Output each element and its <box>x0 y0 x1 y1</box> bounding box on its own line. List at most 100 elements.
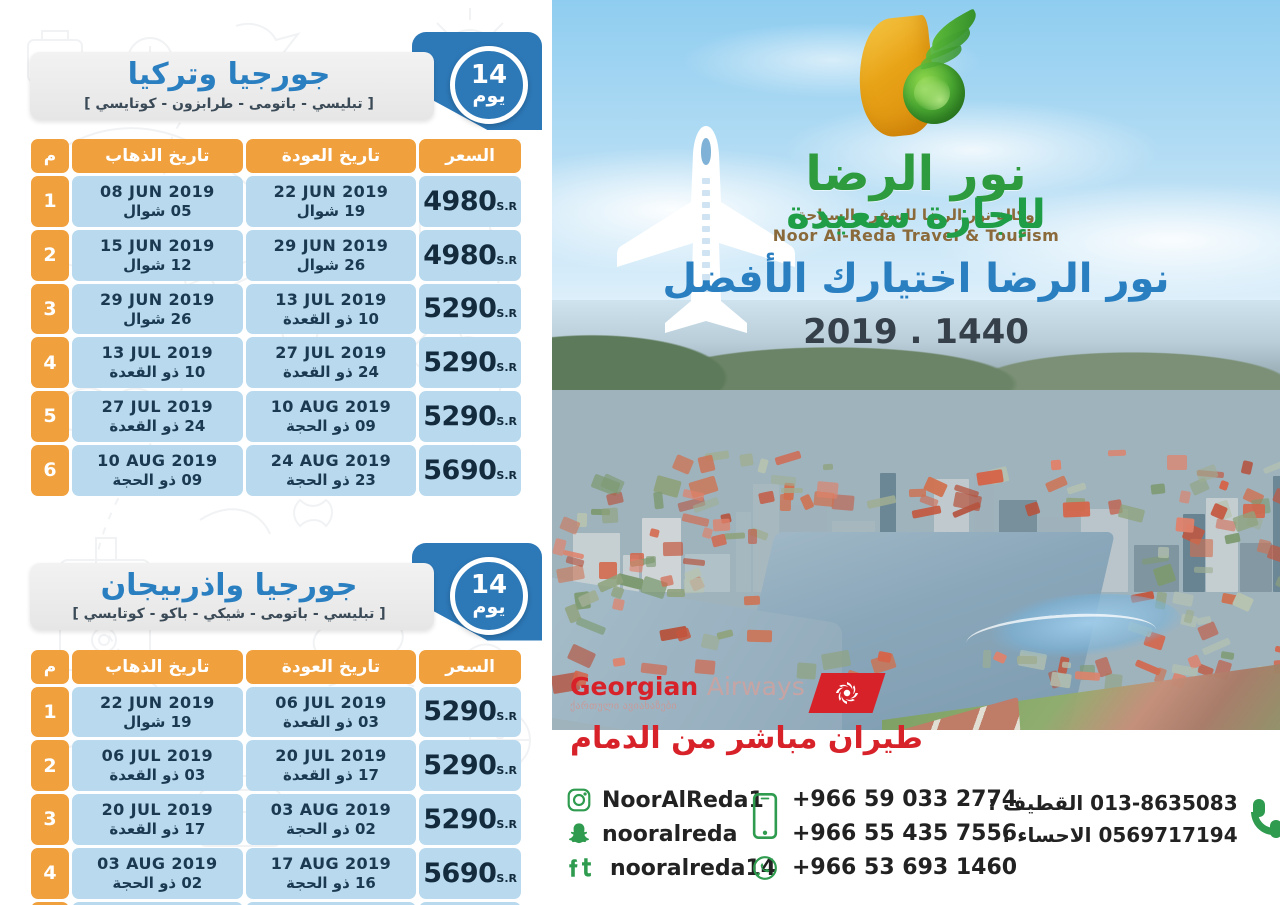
price-value: 4980 <box>423 240 496 271</box>
globe-icon <box>903 62 965 124</box>
price-value: 5290 <box>423 347 496 378</box>
package-header: 14 يوم جورجيا واذربيجان [ تبليسي - باتوم… <box>0 539 552 647</box>
price-currency: S.R <box>496 415 517 428</box>
social-row[interactable]: nooralreda <box>566 817 776 851</box>
gregorian-date: 24 AUG 2019 <box>250 451 413 471</box>
whatsapp-number: +966 53 693 1460 <box>792 851 1017 885</box>
cell-price: 5290S.R <box>419 687 521 738</box>
column-header-return: تاريخ العودة <box>246 139 417 173</box>
cell-price: 4980S.R <box>419 230 521 281</box>
landline-city: القطيف : <box>988 791 1083 815</box>
social-row[interactable]: NoorAlReda1 <box>566 783 776 817</box>
cell-return-date: 06 JUL 2019 03 ذو القعدة <box>246 687 417 738</box>
cell-return-date: 03 AUG 2019 02 ذو الحجة <box>246 794 417 845</box>
phone-icons-column <box>748 783 782 881</box>
column-header-return: تاريخ العودة <box>246 650 417 684</box>
gregorian-date: 13 JUL 2019 <box>250 290 413 310</box>
borjgali-spiral-icon <box>834 680 860 706</box>
cell-row-number: 1 <box>31 687 69 738</box>
cell-return-date: 22 JUN 2019 19 شوال <box>246 176 417 227</box>
gregorian-date: 29 JUN 2019 <box>250 236 413 256</box>
cell-return-date: 10 AUG 2019 09 ذو الحجة <box>246 391 417 442</box>
gregorian-date: 27 JUL 2019 <box>250 343 413 363</box>
price-value: 5290 <box>423 401 496 432</box>
gregorian-date: 27 JUL 2019 <box>76 397 239 417</box>
hijri-date: 03 ذو القعدة <box>250 713 413 732</box>
headline-best-choice: نور الرضا اختيارك الأفضل <box>552 256 1280 302</box>
schedule-table: السعر تاريخ العودة تاريخ الذهاب م 4980S.… <box>28 136 524 499</box>
hijri-date: 10 ذو القعدة <box>76 363 239 382</box>
gregorian-date: 03 AUG 2019 <box>76 854 239 874</box>
packages-panel: 14 يوم جورجيا وتركيا [ تبليسي - باتومى -… <box>0 0 552 905</box>
social-row[interactable]: nooralreda14 <box>566 851 776 885</box>
price-value: 5290 <box>423 750 496 781</box>
landline-rows: 013-8635083 القطيف : 0569717194 الاحساء … <box>988 787 1238 851</box>
table-header-row: السعر تاريخ العودة تاريخ الذهاب م <box>31 139 521 173</box>
column-header-price: السعر <box>419 650 521 684</box>
duration-badge: 14 يوم <box>450 46 528 124</box>
airline-name-light: Airways <box>707 672 805 701</box>
facebook-twitter-icon[interactable] <box>566 855 600 881</box>
landline-city: الاحساء : <box>1002 823 1091 847</box>
cell-price: 4980S.R <box>419 176 521 227</box>
cell-row-number: 5 <box>31 902 69 905</box>
cell-departure-date: 08 JUN 2019 05 شوال <box>72 176 243 227</box>
mobile-number: +966 59 033 2774 <box>792 783 1017 817</box>
landline-number: 013-8635083 <box>1090 787 1237 819</box>
price-currency: S.R <box>496 254 517 267</box>
price-currency: S.R <box>496 764 517 777</box>
cell-departure-date: 22 JUN 2019 19 شوال <box>72 687 243 738</box>
hijri-date: 03 ذو القعدة <box>76 766 239 785</box>
table-row: 4980S.R 22 JUN 2019 19 شوال 08 JUN 2019 05 ش… <box>31 176 521 227</box>
gregorian-date: 03 AUG 2019 <box>250 800 413 820</box>
headline-happy-holiday: لإجازة سعيدة <box>552 192 1280 238</box>
package-card-georgia-azerbaijan: 14 يوم جورجيا واذربيجان [ تبليسي - باتوم… <box>0 539 552 905</box>
price-value: 5290 <box>423 804 496 835</box>
cell-row-number: 5 <box>31 391 69 442</box>
contact-section: Georgian Airways ქართული ავიახაზები طيرا… <box>552 655 1280 905</box>
gregorian-date: 22 JUN 2019 <box>76 693 239 713</box>
hijri-date: 02 ذو الحجة <box>76 874 239 893</box>
cell-departure-date: 20 JUL 2019 17 ذو القعدة <box>72 794 243 845</box>
hijri-date: 17 ذو القعدة <box>250 766 413 785</box>
snapchat-handle: nooralreda <box>602 822 738 847</box>
gregorian-date: 10 AUG 2019 <box>76 451 239 471</box>
cell-row-number: 3 <box>31 284 69 335</box>
column-header-departure: تاريخ الذهاب <box>72 650 243 684</box>
duration-badge: 14 يوم <box>450 557 528 635</box>
package-cities: [ تبليسي - باتومى - طرابزون - كوتايسي ] <box>84 96 374 112</box>
table-row: 5690S.R 17 AUG 2019 16 ذو الحجة 03 AUG 2019… <box>31 848 521 899</box>
cell-row-number: 6 <box>31 445 69 496</box>
table-header-row: السعر تاريخ العودة تاريخ الذهاب م <box>31 650 521 684</box>
package-cities: [ تبليسي - باتومى - شيكي - باكو - كوتايس… <box>72 606 385 622</box>
hijri-date: 09 ذو الحجة <box>250 417 413 436</box>
package-title: جورجيا وتركيا <box>128 58 331 93</box>
snapchat-icon[interactable] <box>566 821 592 847</box>
cell-price: 5290S.R <box>419 391 521 442</box>
table-row: 5690S.R 24 AUG 2019 23 ذو الحجة 10 AUG 2019… <box>31 445 521 496</box>
gregorian-date: 20 JUL 2019 <box>76 800 239 820</box>
phone-handset-icon <box>1246 796 1280 842</box>
price-value: 5290 <box>423 293 496 324</box>
instagram-icon[interactable] <box>566 787 592 813</box>
cell-departure-date: 29 JUN 2019 26 شوال <box>72 284 243 335</box>
cell-price: 5690S.R <box>419 445 521 496</box>
package-header: 14 يوم جورجيا وتركيا [ تبليسي - باتومى -… <box>0 28 552 136</box>
cell-row-number: 2 <box>31 230 69 281</box>
gregorian-date: 17 AUG 2019 <box>250 854 413 874</box>
schedule-table: السعر تاريخ العودة تاريخ الذهاب م 5290S.… <box>28 647 524 905</box>
airline-name: Georgian Airways ქართული ავიახაზები <box>570 674 805 712</box>
cell-departure-date: 27 JUL 2019 24 ذو القعدة <box>72 391 243 442</box>
whatsapp-icon <box>752 855 778 881</box>
gregorian-date: 06 JUL 2019 <box>250 693 413 713</box>
cell-return-date: 20 JUL 2019 17 ذو القعدة <box>246 740 417 791</box>
hijri-date: 26 شوال <box>250 256 413 275</box>
landline-row: 013-8635083 القطيف : <box>988 787 1238 819</box>
old-town-roofs <box>552 450 1280 680</box>
gregorian-date: 29 JUN 2019 <box>76 290 239 310</box>
georgian-airways-logo: Georgian Airways ქართული ავიახაზები <box>570 673 879 713</box>
flyer-page: نور الرضا وكالة نور الرضا للسفر والسياحة… <box>0 0 1280 905</box>
social-handles-list: NoorAlReda1 nooralreda nooralreda14 <box>566 783 776 885</box>
hijri-date: 09 ذو الحجة <box>76 471 239 490</box>
gregorian-date: 15 JUN 2019 <box>76 236 239 256</box>
